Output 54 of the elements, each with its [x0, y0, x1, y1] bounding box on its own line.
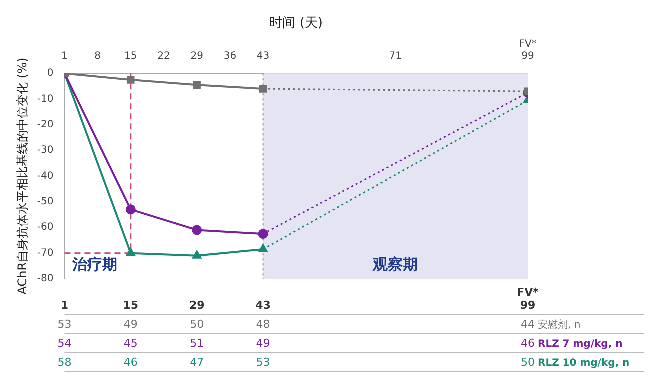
y-axis-title: AChR自身抗体水平相比基线的中位变化 (%) — [15, 58, 30, 295]
y-tick-label: -20 — [37, 120, 54, 131]
text: 49 — [124, 318, 138, 331]
text: 安慰剂, n — [538, 319, 581, 331]
x-axis-title: 时间 (天) — [270, 16, 324, 32]
point — [126, 248, 136, 256]
point — [259, 85, 268, 93]
text: FV* 99 — [517, 286, 540, 312]
text: 51 — [190, 337, 204, 350]
y-tick-label: -70 — [37, 248, 54, 259]
text: 15 — [123, 299, 139, 312]
text: 53 — [58, 318, 72, 331]
x-tick-label: 29 — [190, 51, 204, 62]
text: 29 — [189, 299, 205, 312]
y-tick-label: 0 — [47, 68, 54, 80]
y-tick-label: -60 — [37, 222, 54, 234]
point — [127, 76, 135, 84]
text: 50 — [521, 356, 535, 369]
y-tick-label: -50 — [37, 196, 54, 208]
y-tick-label: -30 — [37, 145, 54, 156]
text: 53 — [256, 356, 270, 369]
text: 45 — [124, 337, 138, 350]
text: 46 — [124, 356, 138, 369]
text: 44 — [521, 318, 535, 331]
text: 48 — [256, 318, 270, 331]
text: 47 — [190, 356, 204, 369]
text: 46 — [521, 337, 535, 350]
text: 54 — [58, 337, 72, 350]
text: 49 — [256, 337, 270, 350]
point — [192, 225, 202, 236]
text: 1 — [60, 299, 69, 312]
y-tick-label: -10 — [37, 94, 54, 105]
x-tick-label: 1 — [62, 51, 68, 62]
y-tick-label: -80 — [37, 274, 54, 285]
text: 43 — [256, 299, 271, 312]
text: 58 — [58, 356, 72, 369]
annotation: 治疗期 — [72, 255, 118, 274]
point — [258, 229, 268, 240]
point — [192, 250, 202, 259]
x-tick-label: 15 — [124, 51, 138, 62]
x-tick-label: 8 — [94, 51, 102, 62]
x-tick-label: 36 — [224, 51, 237, 62]
x-tick-label: FV* 99 — [519, 39, 537, 62]
x-tick-label: 22 — [158, 51, 170, 62]
x-tick-label: 43 — [256, 51, 270, 62]
point — [193, 81, 201, 89]
point — [126, 204, 136, 215]
y-tick-label: -40 — [37, 170, 54, 182]
text: RLZ 10 mg/kg, n — [538, 358, 630, 369]
text: RLZ 7 mg/kg, n — [538, 339, 623, 350]
point — [258, 244, 268, 252]
x-tick-label: 71 — [389, 51, 402, 62]
band-label: 观察期 — [372, 255, 418, 274]
text: 50 — [190, 318, 204, 331]
